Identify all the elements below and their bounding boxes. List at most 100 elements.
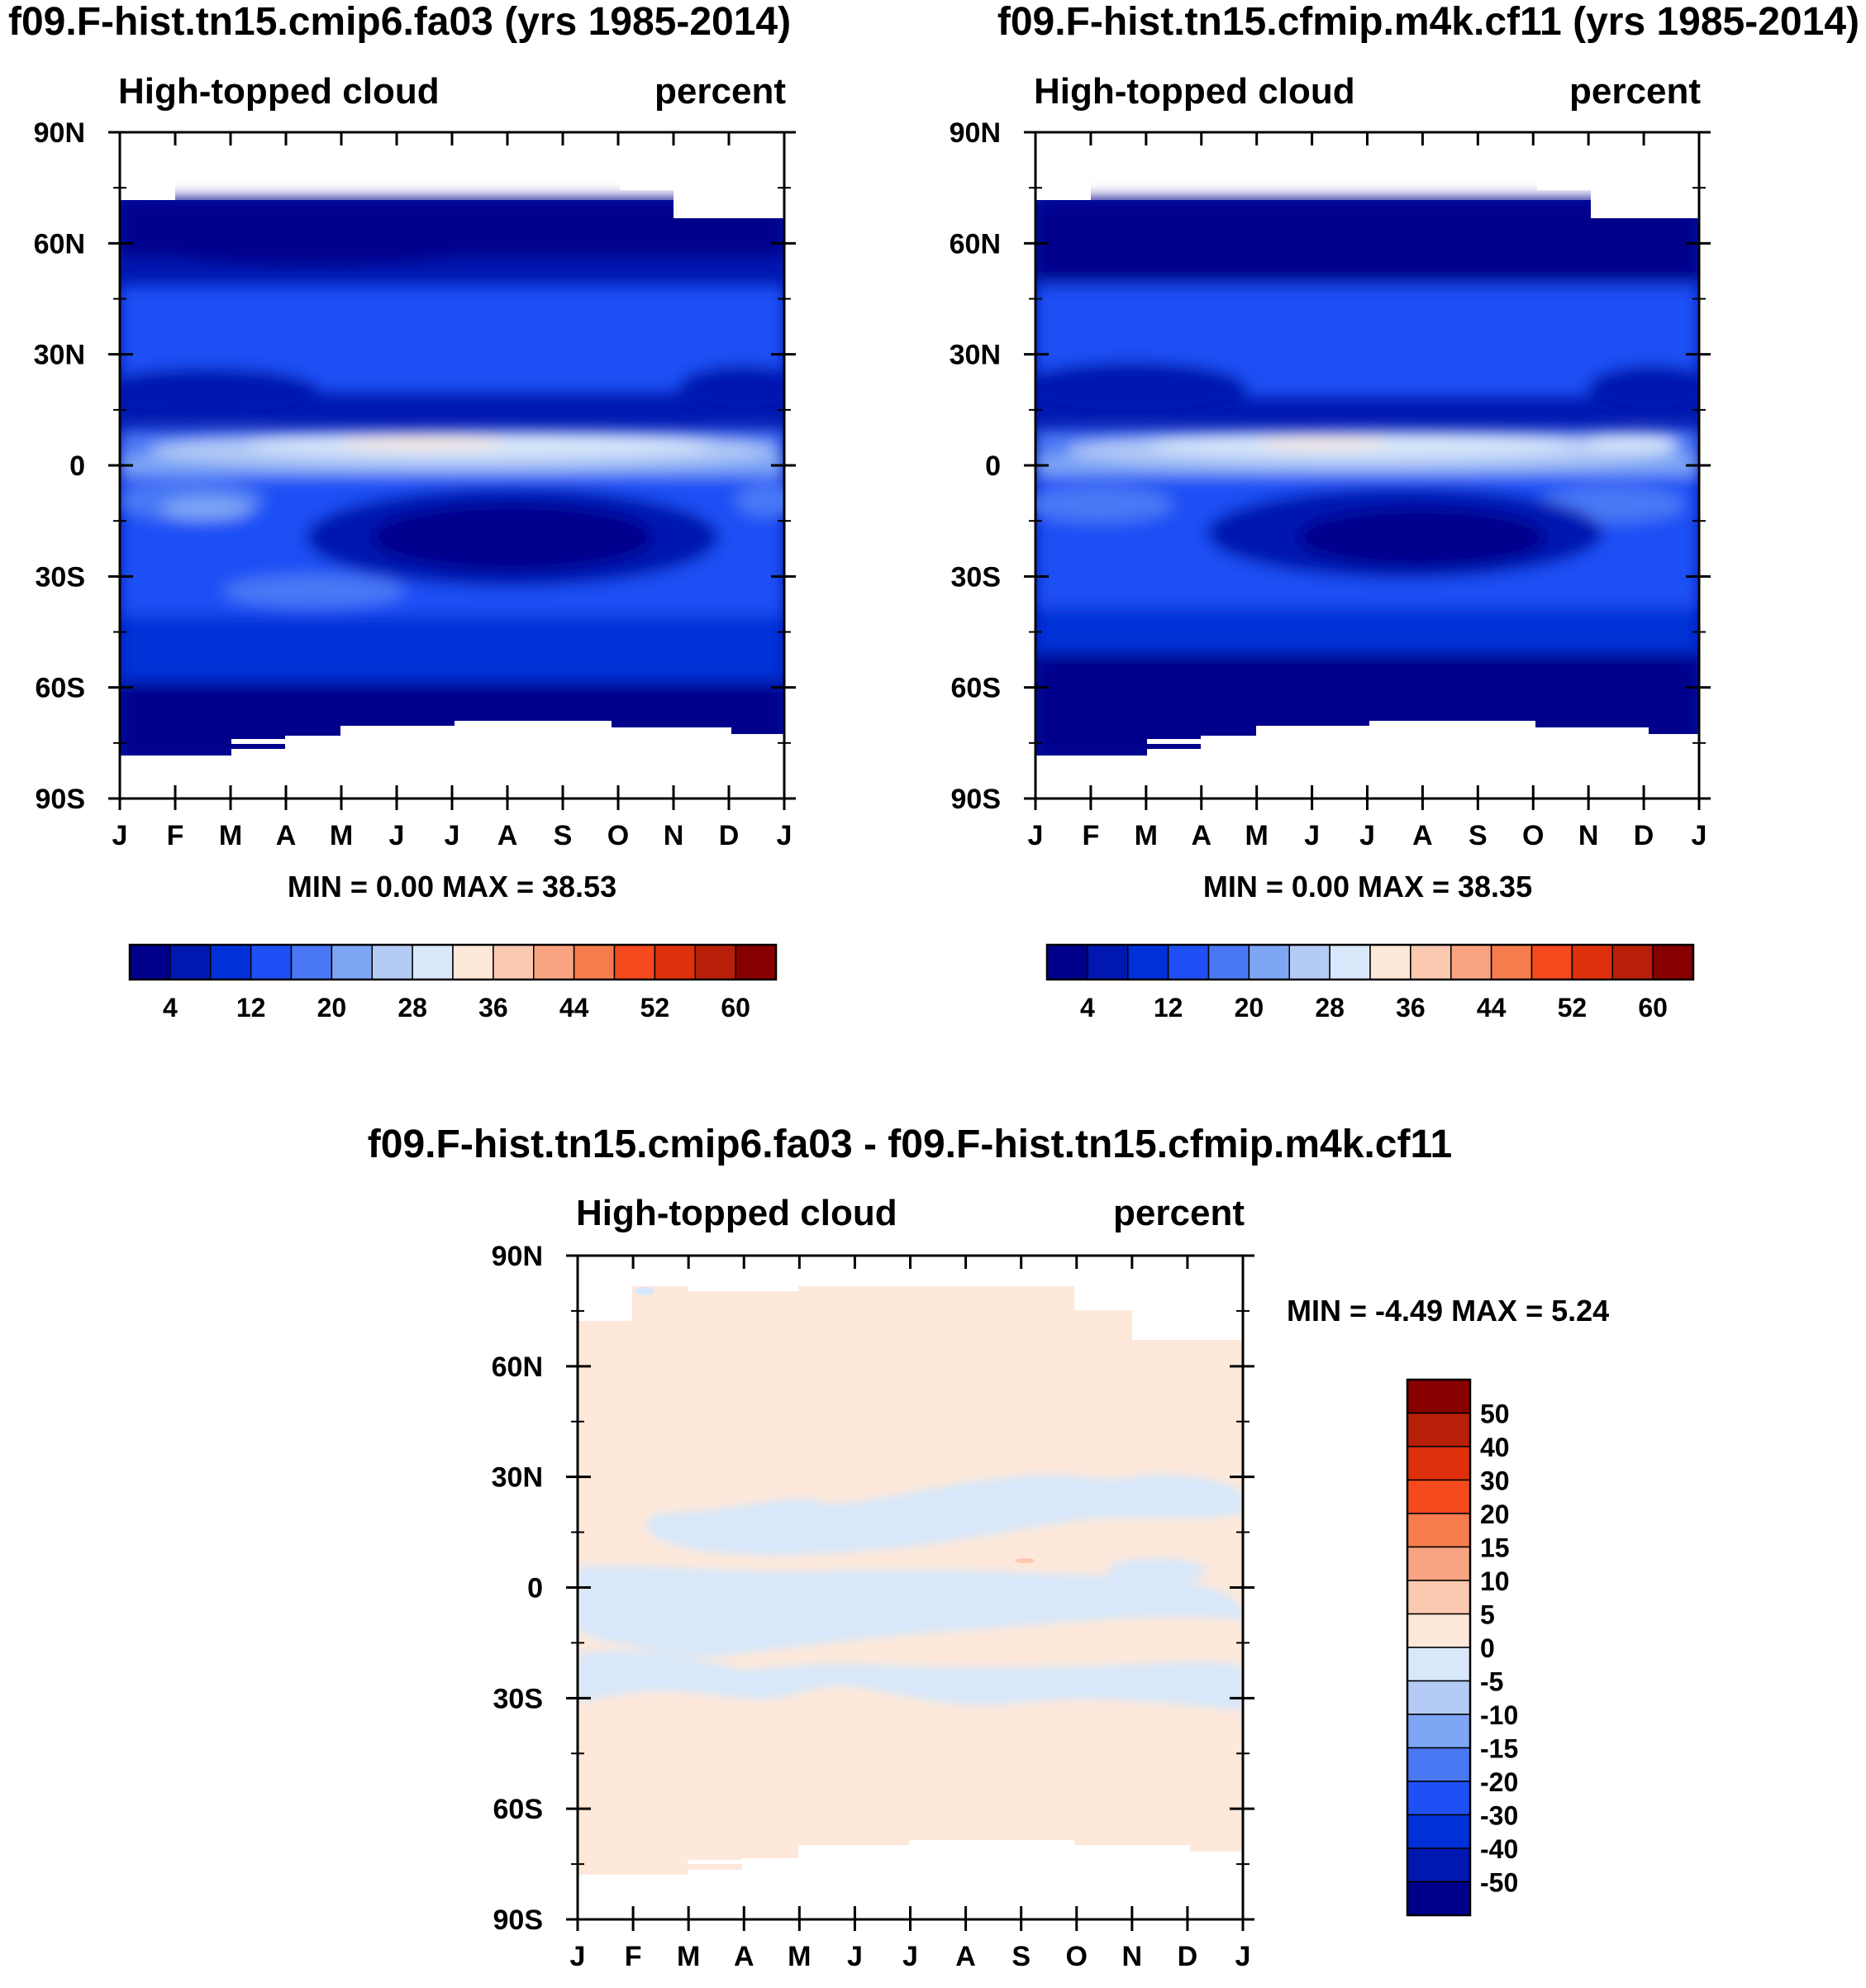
x-tick-label: A [497, 820, 518, 851]
colorbar-swatch [1207, 944, 1250, 980]
x-tick-label: A [1191, 820, 1211, 851]
colorbar-tick-label: 60 [1638, 993, 1668, 1023]
colorbar-swatch [1571, 944, 1613, 980]
colorbar-tick-label: 30 [1480, 1466, 1510, 1496]
colorbar-swatch [1530, 944, 1573, 980]
colorbar-tick-label: -30 [1480, 1801, 1518, 1831]
x-tick-label: A [1412, 820, 1433, 851]
x-tick-label: D [1634, 820, 1654, 851]
colorbar-tick-label: 28 [1315, 993, 1345, 1023]
colorbar-swatch [1087, 944, 1129, 980]
colorbar-tick-label: 28 [397, 993, 427, 1023]
colorbar-tick-label: -10 [1480, 1700, 1518, 1730]
colorbar-swatch [1407, 1647, 1471, 1682]
colorbar-swatch [1407, 1680, 1471, 1715]
y-tick-label: 30N [34, 340, 85, 371]
colorbar-swatch [1407, 1546, 1471, 1581]
x-tick-label: J [570, 1941, 586, 1972]
colorbar-swatch [1288, 944, 1330, 980]
x-tick-label: M [219, 820, 242, 851]
colorbar-tick-label: -20 [1480, 1767, 1518, 1797]
colorbar-swatch [1407, 1814, 1471, 1849]
y-tick-label: 90S [36, 784, 86, 815]
y-tick-label: 30N [492, 1462, 543, 1494]
x-tick-label: S [554, 820, 573, 851]
panel-2-min-max: MIN = 0.00 MAX = 38.35 [1203, 870, 1532, 903]
y-tick-label: 90N [34, 117, 85, 149]
y-tick-label: 60N [950, 228, 1001, 260]
colorbar-swatch [169, 944, 212, 980]
y-tick-label: 30S [493, 1683, 544, 1714]
y-tick-label: 0 [527, 1573, 543, 1604]
colorbar-swatch [371, 944, 413, 980]
panel-2-left-label: High-topped cloud [1034, 71, 1355, 112]
colorbar-swatch [1329, 944, 1371, 980]
x-tick-label: N [1578, 820, 1599, 851]
x-tick-label: O [1522, 820, 1544, 851]
y-tick-label: 60S [951, 673, 1002, 704]
panel-3-field [578, 1256, 1243, 1919]
y-tick-label: 90N [492, 1241, 543, 1272]
colorbar-swatch [1407, 1580, 1471, 1615]
colorbar-tick-label: 0 [1480, 1633, 1495, 1663]
x-tick-label: M [1245, 820, 1269, 851]
panel-3-min-max: MIN = -4.49 MAX = 5.24 [1287, 1294, 1609, 1328]
x-tick-label: M [788, 1941, 811, 1972]
colorbar-swatch [1490, 944, 1533, 980]
colorbar-swatch [1407, 1781, 1471, 1816]
panel-1-field [120, 132, 784, 799]
y-tick-label: 90N [950, 117, 1001, 149]
colorbar-swatch [250, 944, 293, 980]
colorbar-tick-label: 40 [1480, 1433, 1510, 1462]
colorbar-tick-label: 44 [559, 993, 589, 1023]
colorbar-swatch [1127, 944, 1169, 980]
colorbar-tick-label: 12 [1154, 993, 1183, 1023]
x-tick-label: D [1178, 1941, 1198, 1972]
colorbar-swatch [654, 944, 696, 980]
x-tick-label: J [1692, 820, 1707, 851]
y-tick-label: 90S [493, 1905, 544, 1936]
colorbar-tick-label: 36 [478, 993, 508, 1023]
panel-1-axes: J F M A M J J A S O N D J 90N 60N 30N 0 30S 60S 90S [34, 117, 796, 851]
y-tick-label: 60N [492, 1352, 543, 1383]
colorbar-tick-label: 10 [1480, 1566, 1510, 1596]
y-tick-label: 60S [493, 1794, 544, 1825]
colorbar-swatch [331, 944, 373, 980]
x-tick-label: N [664, 820, 684, 851]
colorbar-swatch [129, 944, 171, 980]
x-tick-label: A [955, 1941, 976, 1972]
colorbar-tick-label: -15 [1480, 1734, 1518, 1764]
x-tick-label: S [1469, 820, 1488, 851]
colorbar-swatch [1407, 1613, 1471, 1648]
colorbar-swatch [1369, 944, 1411, 980]
x-tick-label: F [1083, 820, 1100, 851]
panel-1-left-label: High-topped cloud [118, 71, 440, 112]
colorbar-tick-label: 15 [1480, 1533, 1510, 1563]
colorbar-swatch [1407, 1714, 1471, 1749]
colorbar-swatch [573, 944, 616, 980]
colorbar-tick-label: 52 [1558, 993, 1588, 1023]
colorbar-swatch [1407, 1513, 1471, 1548]
colorbar-swatch [1407, 1446, 1471, 1481]
panel-1-right-label: percent [655, 71, 786, 112]
colorbar-tick-label: 12 [236, 993, 266, 1023]
panel-2-colorbar: 4 12 20 28 36 44 52 60 [1045, 943, 1695, 1023]
panel-3-title: f09.F-hist.tn15.cmip6.fa03 - f09.F-hist.… [368, 1123, 1452, 1166]
x-tick-label: O [1066, 1941, 1088, 1972]
colorbar-swatch [735, 944, 777, 980]
colorbar-tick-label: 52 [640, 993, 670, 1023]
colorbar-swatch [1407, 1379, 1471, 1414]
colorbar-tick-label: 20 [1235, 993, 1264, 1023]
x-tick-label: J [389, 820, 405, 851]
panel-1-colorbar: 4 12 20 28 36 44 52 60 [128, 943, 778, 1023]
panel-3: f09.F-hist.tn15.cmip6.fa03 - f09.F-hist.… [368, 1123, 1609, 1972]
colorbar-swatch [412, 944, 454, 980]
x-tick-label: M [330, 820, 353, 851]
colorbar-tick-label: 20 [317, 993, 347, 1023]
colorbar-swatch [1046, 944, 1088, 980]
x-tick-label: D [719, 820, 740, 851]
colorbar-swatch [533, 944, 575, 980]
colorbar-swatch [1652, 944, 1694, 980]
